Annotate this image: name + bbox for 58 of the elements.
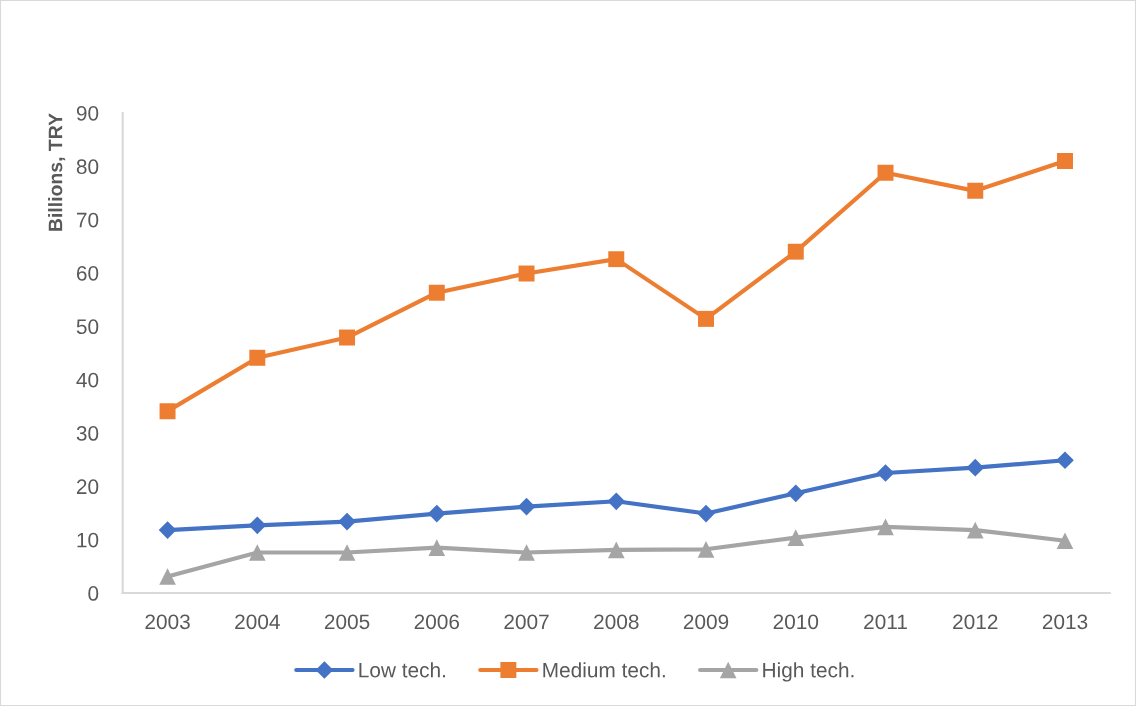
point xyxy=(876,464,895,482)
point xyxy=(877,518,894,536)
point xyxy=(518,265,535,282)
x-tick-label: 2009 xyxy=(683,614,729,630)
x-tick-label: 2012 xyxy=(953,614,998,630)
point xyxy=(967,182,984,199)
legend-label: Medium tech. xyxy=(543,662,665,678)
y-axis-title: Billions, TRY xyxy=(48,113,66,231)
point xyxy=(1056,532,1074,550)
point xyxy=(518,544,535,561)
point xyxy=(338,512,356,531)
point xyxy=(158,521,177,539)
y-tick-label: 70 xyxy=(76,212,99,228)
point xyxy=(1056,451,1074,470)
point xyxy=(966,458,985,477)
x-tick-label: 2007 xyxy=(504,614,549,630)
point xyxy=(787,243,804,260)
x-tick-label: 2006 xyxy=(414,614,460,630)
point xyxy=(427,504,446,523)
y-tick-label: 80 xyxy=(76,159,99,175)
y-tick-label: 10 xyxy=(77,532,99,548)
point xyxy=(607,541,625,559)
point xyxy=(786,484,805,503)
y-tick-label: 50 xyxy=(76,319,99,335)
point xyxy=(697,504,715,523)
point xyxy=(787,529,805,546)
point xyxy=(697,540,715,558)
x-tick-label: 2003 xyxy=(145,614,190,630)
x-tick-label: 2013 xyxy=(1042,614,1088,630)
point xyxy=(428,284,445,301)
x-tick-label: 2004 xyxy=(235,614,280,630)
point xyxy=(1057,152,1073,169)
y-tick-label: 0 xyxy=(88,586,99,601)
point xyxy=(877,164,894,181)
y-tick-label: 20 xyxy=(76,479,99,495)
legend-label: Low tech. xyxy=(359,662,446,678)
y-tick-label: 90 xyxy=(76,105,99,121)
x-tick-label: 2008 xyxy=(594,614,639,630)
x-tick-label: 2010 xyxy=(773,614,819,630)
point xyxy=(159,568,176,585)
x-tick-label: 2005 xyxy=(324,614,370,630)
point xyxy=(339,329,356,346)
point xyxy=(608,251,625,268)
point xyxy=(517,497,536,516)
point xyxy=(248,544,266,561)
x-tick-label: 2011 xyxy=(864,614,907,630)
point xyxy=(428,539,446,557)
point xyxy=(248,516,267,535)
point xyxy=(607,492,626,511)
point xyxy=(249,349,266,366)
y-tick-label: 30 xyxy=(76,426,99,441)
y-tick-label: 40 xyxy=(76,372,99,388)
point xyxy=(966,521,984,539)
point xyxy=(338,544,356,561)
point xyxy=(159,403,176,420)
legend-label: High tech. xyxy=(763,662,854,682)
y-tick-label: 60 xyxy=(76,265,99,281)
point xyxy=(698,310,715,327)
